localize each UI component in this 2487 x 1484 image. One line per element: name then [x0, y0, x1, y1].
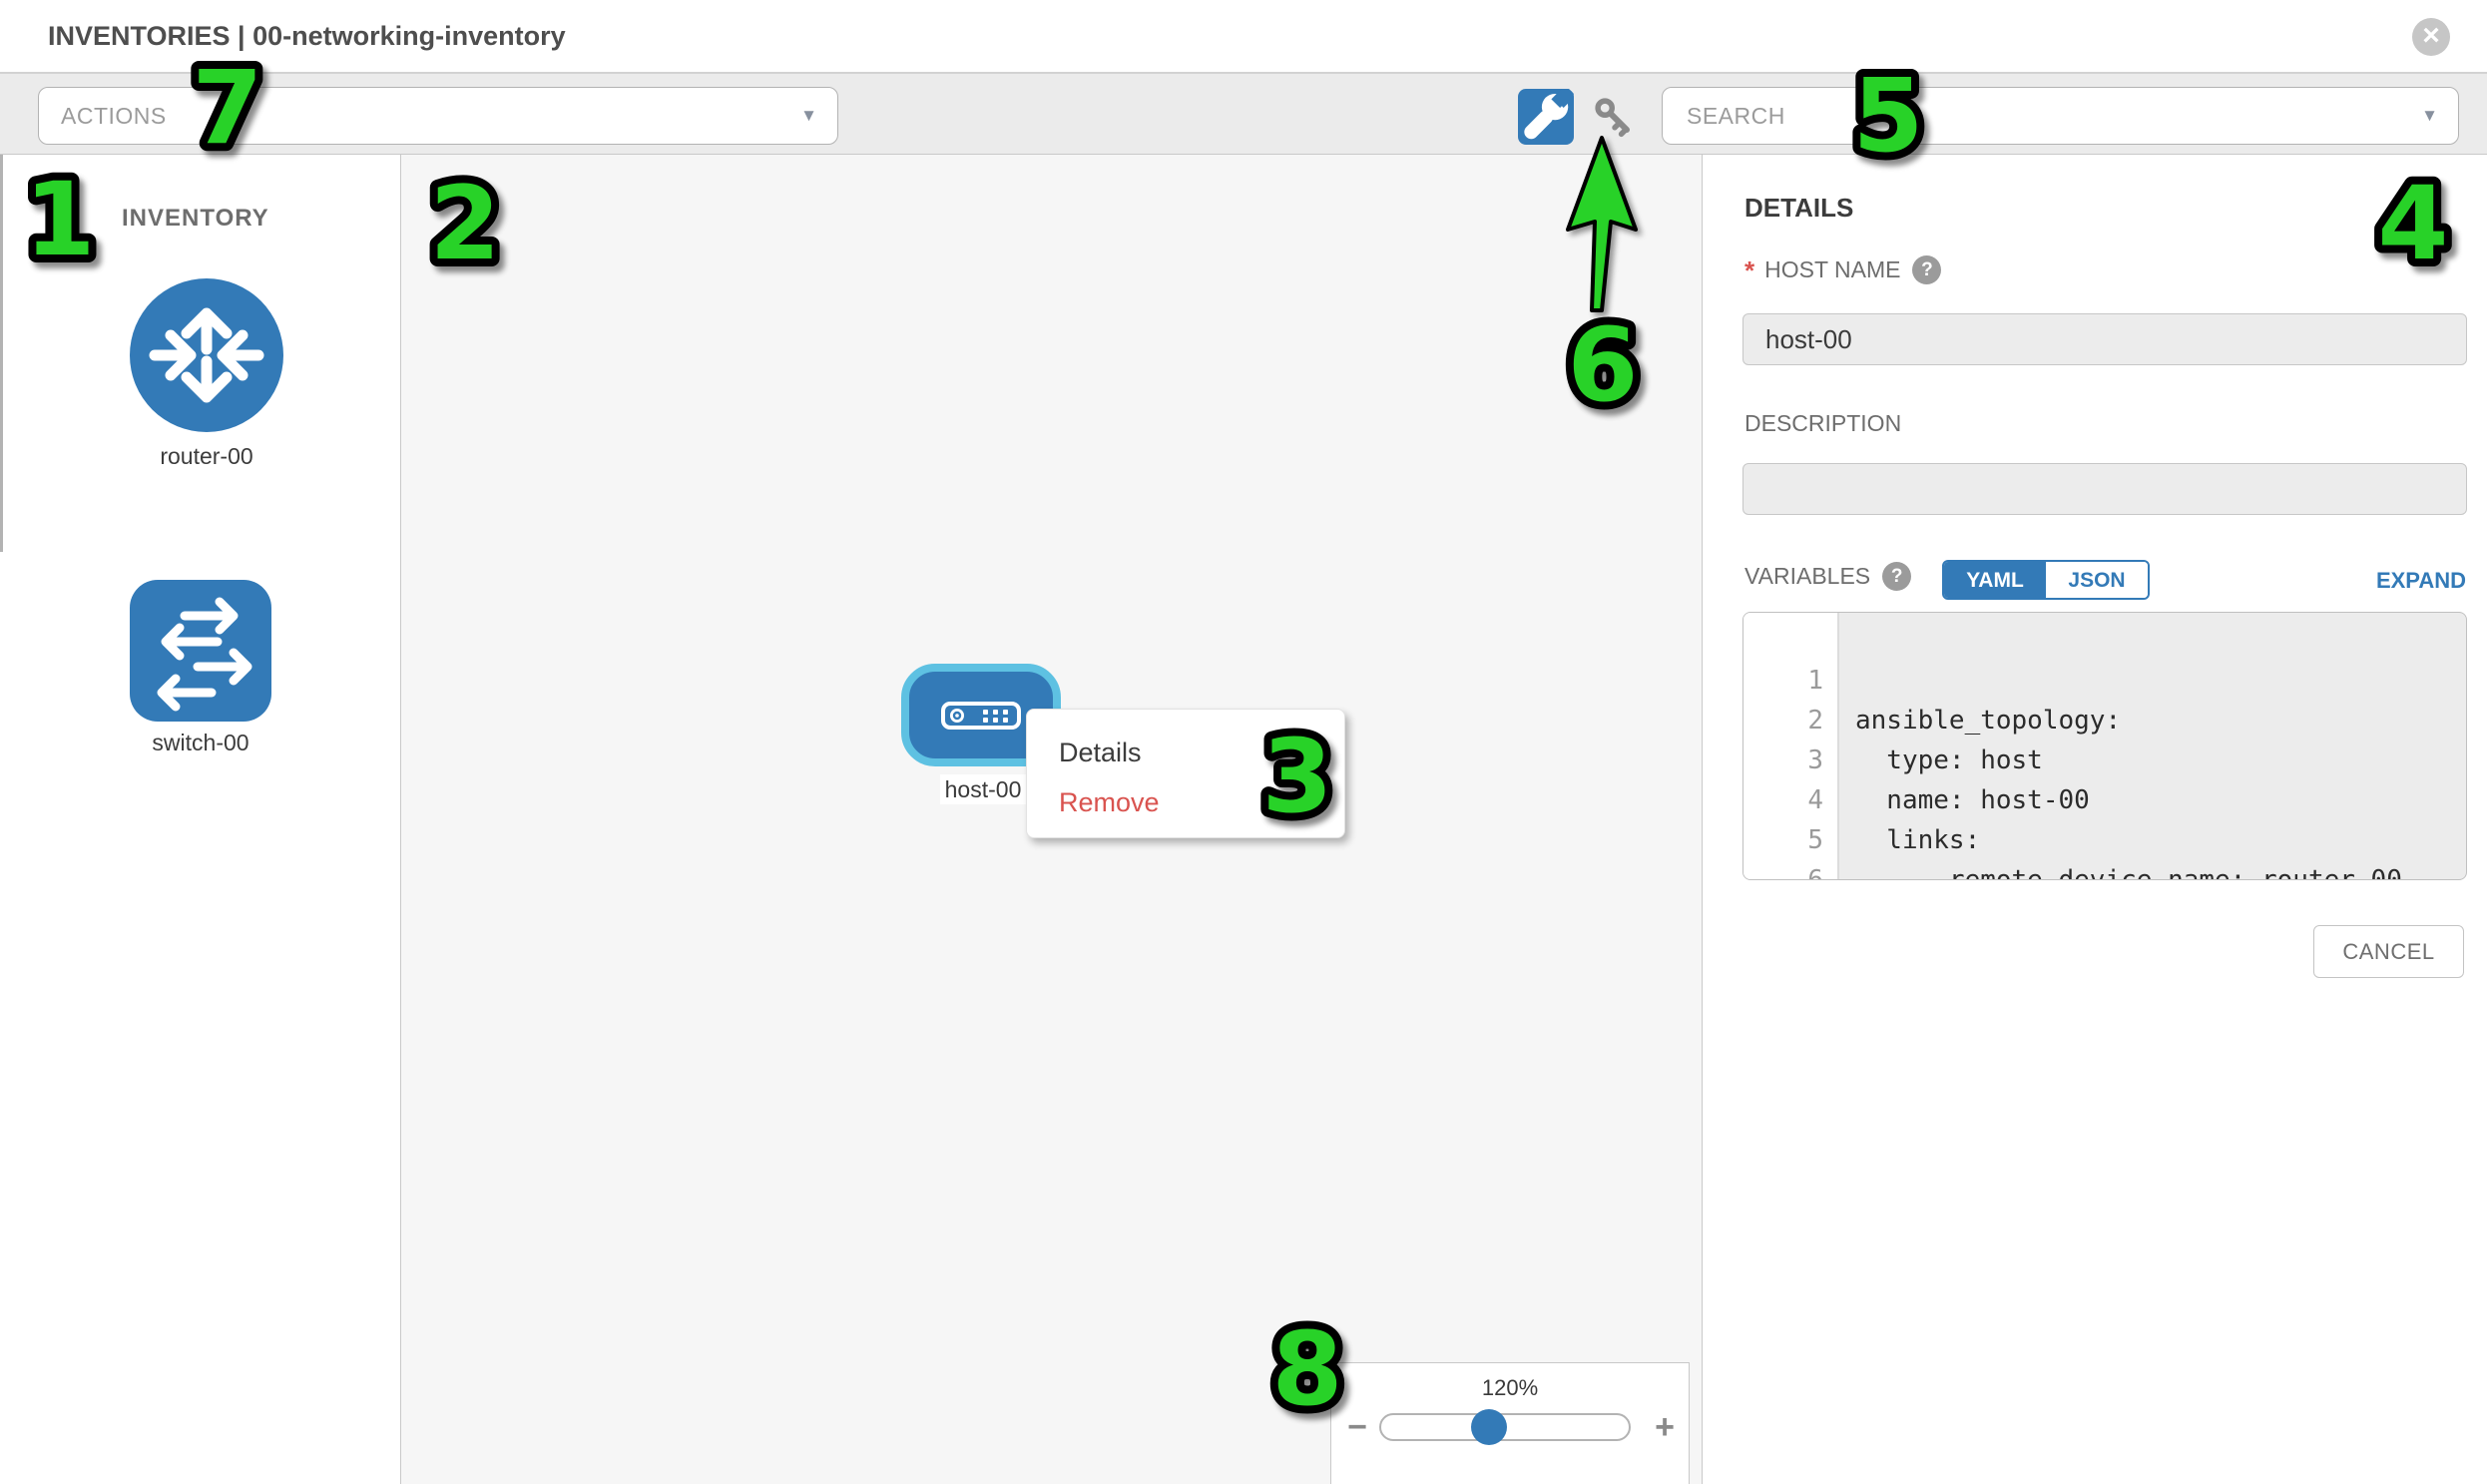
palette-item-router[interactable]: router-00	[127, 275, 286, 470]
switch-icon	[130, 580, 271, 722]
line-number: 1	[1807, 666, 1823, 696]
code-line: 1 ansible_topology:	[1743, 621, 2466, 736]
code-line: 6 name: eth0	[1743, 820, 2466, 879]
zoom-slider-thumb[interactable]	[1471, 1409, 1507, 1445]
details-panel: DETAILS * HOST NAME ? DESCRIPTION VARIAB…	[1702, 155, 2487, 1484]
host-name-input[interactable]	[1742, 313, 2467, 365]
key-icon	[1595, 98, 1630, 138]
search-dropdown: ▼	[1662, 87, 2459, 145]
palette-item-label: switch-00	[152, 730, 249, 755]
key-button[interactable]	[1591, 94, 1639, 142]
palette-item-label: router-00	[160, 443, 253, 469]
search-input[interactable]	[1663, 88, 2458, 144]
yaml-toggle-button[interactable]: YAML	[1944, 562, 2046, 598]
router-icon	[130, 278, 283, 432]
code-line: 5 - remote_device_name: router-00	[1743, 780, 2466, 879]
line-text: - remote_device_name: router-00	[1855, 865, 2402, 880]
chevron-down-icon: ▼	[800, 106, 817, 125]
line-number: 2	[1807, 706, 1823, 736]
line-number: 4	[1807, 785, 1823, 815]
code-line: 3 name: host-00	[1743, 701, 2466, 815]
description-label: DESCRIPTION	[1744, 410, 1902, 436]
description-label-row: DESCRIPTION	[1744, 410, 1901, 437]
page-title: INVENTORIES | 00-networking-inventory	[48, 21, 566, 51]
zoom-in-button[interactable]: +	[1655, 1408, 1675, 1446]
context-menu-item-details[interactable]: Details	[1059, 738, 1142, 767]
close-icon[interactable]: ×	[2412, 18, 2450, 56]
page-header: INVENTORIES | 00-networking-inventory ×	[0, 0, 2487, 72]
line-number: 6	[1807, 865, 1823, 880]
help-icon[interactable]: ?	[1882, 562, 1912, 591]
line-number: 5	[1807, 825, 1823, 855]
help-icon[interactable]: ?	[1912, 255, 1942, 284]
inventory-sidebar: INVENTORY router-00	[0, 155, 401, 1484]
details-panel-title: DETAILS	[1744, 193, 1854, 223]
code-line: 4 links:	[1743, 741, 2466, 855]
variables-label: VARIABLES	[1744, 563, 1871, 589]
code-editor-gutter	[1743, 613, 1839, 879]
line-number: 3	[1807, 745, 1823, 775]
sidebar-scrollbar[interactable]	[0, 155, 3, 552]
sidebar-heading: INVENTORY	[122, 205, 269, 232]
context-menu-item-remove[interactable]: Remove	[1059, 787, 1160, 817]
variables-code-editor[interactable]: 1 ansible_topology: 2 type: host 3 name:…	[1742, 612, 2467, 880]
actions-dropdown-label: ACTIONS	[61, 103, 167, 129]
toolbox-button[interactable]	[1518, 89, 1574, 145]
node-context-menu: Details Remove	[1026, 709, 1345, 838]
close-glyph: ×	[2422, 19, 2440, 52]
zoom-level-value: 120%	[1481, 1375, 1539, 1400]
host-name-label: HOST NAME	[1764, 256, 1901, 282]
topology-canvas[interactable]: host-00 Details Remove 120% − +	[401, 155, 1702, 1484]
line-text: links:	[1855, 825, 1981, 855]
variables-format-toggle: YAML JSON	[1942, 560, 2150, 600]
toolbar: ACTIONS ▼	[0, 72, 2487, 155]
variables-label-row: VARIABLES ?	[1744, 562, 1912, 591]
code-line: 7 remote_interface_name: eth0	[1743, 860, 2466, 879]
line-text: type: host	[1855, 745, 2043, 775]
actions-dropdown[interactable]: ACTIONS ▼	[38, 87, 838, 145]
json-toggle-button[interactable]: JSON	[2046, 562, 2148, 598]
line-text: name: host-00	[1855, 785, 2090, 815]
palette-item-switch[interactable]: switch-00	[130, 580, 271, 756]
zoom-out-button[interactable]: −	[1347, 1408, 1367, 1446]
code-lines: 1 ansible_topology: 2 type: host 3 name:…	[1743, 621, 2466, 879]
required-asterisk: *	[1744, 254, 1755, 285]
description-input[interactable]	[1742, 463, 2467, 515]
wrench-icon	[1524, 89, 1574, 140]
zoom-slider-track[interactable]	[1379, 1413, 1631, 1441]
host-icon	[941, 701, 1021, 730]
cancel-button[interactable]: CANCEL	[2313, 925, 2464, 978]
host-name-label-row: * HOST NAME ?	[1744, 254, 1942, 285]
host-node-label: host-00	[940, 774, 1026, 804]
zoom-control-panel: 120% − +	[1330, 1362, 1690, 1484]
expand-link[interactable]: EXPAND	[2375, 568, 2466, 593]
line-text: ansible_topology:	[1855, 706, 2122, 736]
chevron-down-icon: ▼	[2421, 106, 2438, 125]
code-line: 2 type: host	[1743, 661, 2466, 775]
